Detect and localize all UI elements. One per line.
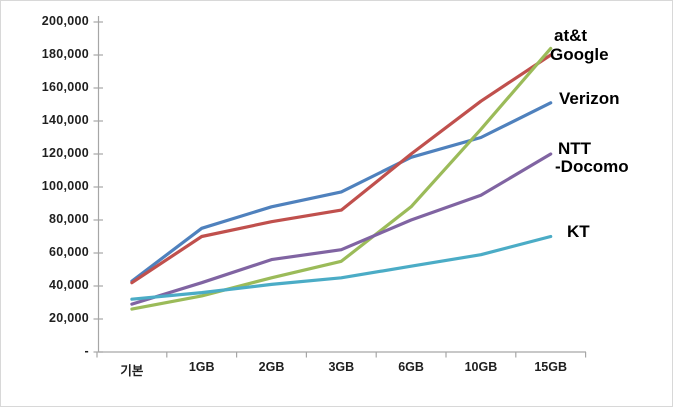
series-label-verizon: Verizon [559, 89, 620, 108]
series-label-ntt: NTT [558, 139, 592, 158]
series-label-google: Google [550, 45, 609, 64]
y-tick-label: 60,000 [48, 245, 89, 259]
y-tick-label: 40,000 [48, 278, 89, 292]
x-tick-label: 1GB [188, 360, 215, 374]
y-tick-label: 80,000 [48, 212, 89, 226]
series-label-att: at&t [554, 26, 588, 45]
y-tick-label: 120,000 [41, 146, 89, 160]
y-tick-label: 140,000 [41, 113, 89, 127]
series-label-kt: KT [567, 222, 590, 241]
series-line-verizon [130, 101, 553, 283]
x-tick-label: 기본 [120, 364, 144, 378]
x-tick-label: 2GB [258, 360, 285, 374]
x-tick-label: 3GB [328, 360, 355, 374]
y-tick-label: 160,000 [41, 80, 89, 94]
series-line-kt [130, 234, 553, 301]
y-tick-label: 100,000 [41, 179, 89, 193]
x-tick-label: 10GB [464, 360, 498, 374]
series-line-ntt-docomo [130, 152, 553, 306]
x-tick-label: 6GB [398, 360, 424, 374]
y-tick-label: 200,000 [41, 14, 89, 28]
series-line-at-t [130, 53, 553, 285]
series-label-docomo: -Docomo [555, 157, 629, 176]
y-tick-label: 20,000 [48, 311, 89, 325]
y-tick-label: 180,000 [41, 47, 89, 61]
y-tick-label: - [84, 344, 89, 358]
x-tick-label: 15GB [534, 360, 568, 374]
series-line-google [130, 46, 553, 311]
